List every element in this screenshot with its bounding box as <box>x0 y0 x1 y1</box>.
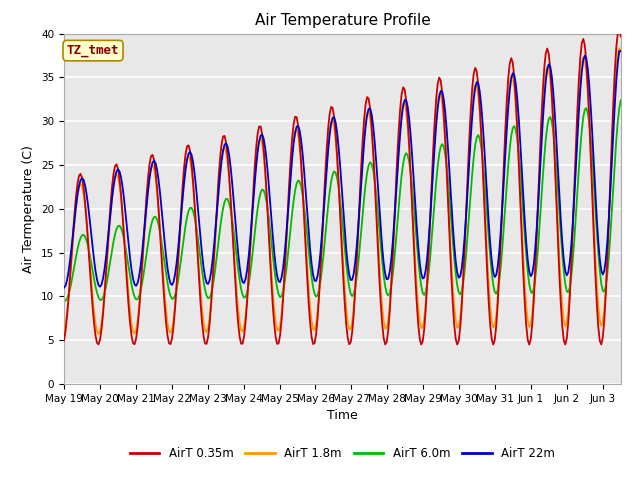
AirT 0.35m <box>344 335 351 341</box>
AirT 0.35m <box>131 341 138 347</box>
AirT 6.0m <box>249 245 257 251</box>
AirT 6.0m <box>132 297 140 302</box>
X-axis label: Time: Time <box>327 409 358 422</box>
AirT 22m <box>152 160 159 166</box>
AirT 6.0m <box>470 155 477 160</box>
AirT 22m <box>131 281 138 287</box>
AirT 0.35m <box>248 218 255 224</box>
AirT 22m <box>468 114 476 120</box>
AirT 22m <box>248 220 255 226</box>
AirT 0.35m <box>617 34 625 39</box>
AirT 0.35m <box>490 342 497 348</box>
AirT 6.0m <box>60 298 68 303</box>
AirT 22m <box>344 261 351 266</box>
AirT 0.35m <box>616 26 623 32</box>
AirT 6.0m <box>61 298 69 303</box>
AirT 1.8m <box>617 49 625 55</box>
Y-axis label: Air Termperature (C): Air Termperature (C) <box>22 145 35 273</box>
Line: AirT 22m: AirT 22m <box>64 51 621 288</box>
AirT 1.8m <box>95 331 102 337</box>
AirT 22m <box>60 285 68 290</box>
Title: Air Temperature Profile: Air Temperature Profile <box>255 13 430 28</box>
Line: AirT 0.35m: AirT 0.35m <box>64 29 621 345</box>
Line: AirT 1.8m: AirT 1.8m <box>64 48 621 334</box>
AirT 6.0m <box>153 216 161 222</box>
AirT 1.8m <box>616 45 623 51</box>
AirT 1.8m <box>607 187 614 193</box>
AirT 1.8m <box>346 326 353 332</box>
Text: TZ_tmet: TZ_tmet <box>67 44 119 57</box>
AirT 6.0m <box>346 284 353 290</box>
AirT 22m <box>617 48 625 54</box>
AirT 6.0m <box>617 97 625 103</box>
AirT 0.35m <box>60 337 68 343</box>
AirT 1.8m <box>249 201 257 207</box>
AirT 6.0m <box>607 233 614 239</box>
Legend: AirT 0.35m, AirT 1.8m, AirT 6.0m, AirT 22m: AirT 0.35m, AirT 1.8m, AirT 6.0m, AirT 2… <box>125 443 559 465</box>
AirT 1.8m <box>60 329 68 335</box>
AirT 0.35m <box>152 168 159 174</box>
AirT 1.8m <box>132 327 140 333</box>
AirT 1.8m <box>153 189 161 194</box>
Line: AirT 6.0m: AirT 6.0m <box>64 100 621 300</box>
AirT 22m <box>605 216 612 222</box>
AirT 0.35m <box>468 85 476 91</box>
AirT 1.8m <box>470 89 477 95</box>
AirT 0.35m <box>607 178 614 183</box>
AirT 22m <box>616 48 623 54</box>
